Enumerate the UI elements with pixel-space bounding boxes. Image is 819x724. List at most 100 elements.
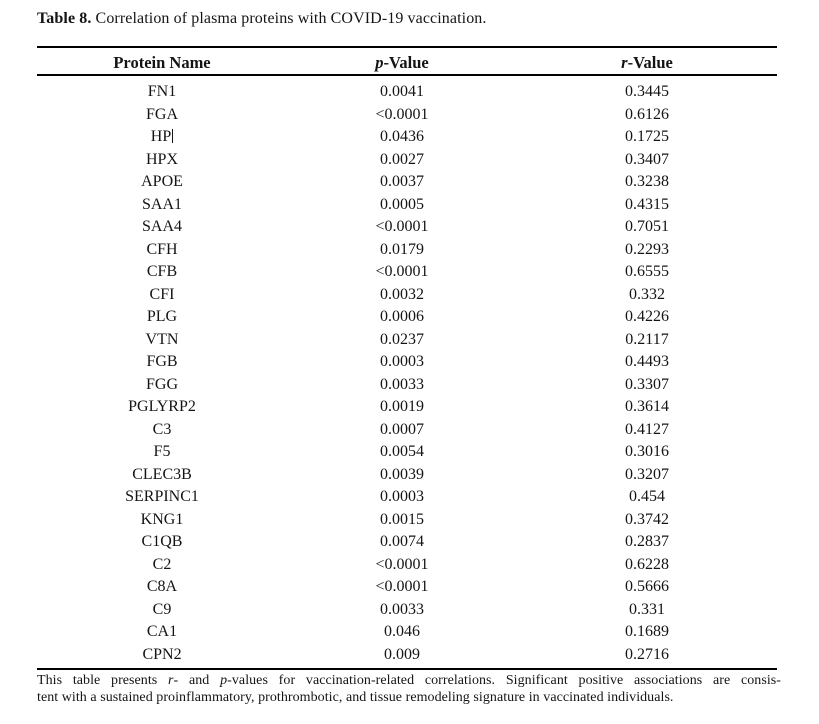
p-value-cell: 0.0039 (380, 465, 424, 483)
protein-name-cell: FGG (37, 374, 287, 397)
protein-name: PLG (146, 308, 178, 325)
p-value-cell: 0.0015 (380, 510, 424, 528)
p-value-cell: 0.0179 (380, 240, 424, 258)
r-value-cell: 0.2293 (625, 240, 669, 258)
r-value-cell: 0.3207 (625, 465, 669, 483)
protein-name-cell: C3 (37, 419, 287, 442)
protein-name: C1QB (141, 533, 183, 550)
protein-name: C3 (152, 420, 172, 438)
r-value-cell: 0.3407 (625, 150, 669, 168)
table-row: FN1 0.0041 0.3445 (37, 81, 777, 104)
footnote-line-2: tent with a sustained proinflammatory, p… (37, 689, 674, 705)
table-row: C8A <0.0001 0.5666 (37, 576, 777, 599)
table-row: SAA4 <0.0001 0.7051 (37, 216, 777, 239)
p-value-cell: 0.0003 (380, 353, 424, 370)
protein-name: F5 (153, 443, 171, 460)
protein-name-cell: CFI (37, 284, 287, 307)
r-value-cell: 0.3016 (625, 443, 669, 460)
protein-name-cell: CFB (37, 261, 287, 284)
p-value-cell: 0.0436 (380, 128, 424, 145)
r-value-cell: 0.6228 (625, 555, 669, 573)
table-row: APOE 0.0037 0.3238 (37, 171, 777, 194)
table-caption-label: Table 8. (37, 10, 92, 27)
table-row: CPN2 0.009 0.2716 (37, 644, 777, 667)
table-row: SAA1 0.0005 0.4315 (37, 194, 777, 217)
protein-name: CFH (146, 240, 178, 258)
table-header-row: Protein Name p-Value r-Value (37, 46, 777, 76)
protein-name: SERPINC1 (125, 488, 199, 505)
protein-name-cell: CLEC3B (37, 464, 287, 487)
p-value-cell: <0.0001 (375, 218, 429, 235)
table-row: FGA <0.0001 0.6126 (37, 104, 777, 127)
p-value-cell: <0.0001 (375, 578, 429, 595)
table-row: VTN 0.0237 0.2117 (37, 329, 777, 352)
p-value-cell: 0.0007 (380, 420, 424, 438)
p-value-cell: 0.0033 (380, 375, 424, 393)
r-value-cell: 0.2117 (625, 330, 669, 348)
p-value-cell: 0.0003 (380, 488, 424, 505)
r-value-cell: 0.5666 (625, 578, 669, 595)
table-row: C2 <0.0001 0.6228 (37, 554, 777, 577)
protein-name-cell: APOE (37, 171, 287, 194)
footnote-text: - and (173, 673, 221, 688)
column-header-protein-name: Protein Name (113, 53, 211, 72)
protein-name: C8A (146, 578, 178, 595)
protein-name-cell: C8A (37, 576, 287, 599)
r-value-cell: 0.2837 (625, 533, 669, 550)
protein-name-cell: SERPINC1 (37, 486, 287, 509)
r-value-cell: 0.3307 (625, 375, 669, 393)
r-value-cell: 0.332 (629, 285, 665, 303)
p-value-italic-prefix: p (375, 53, 384, 72)
protein-name: FGA (145, 105, 178, 123)
r-value-cell: 0.3614 (625, 398, 669, 415)
table-row: SERPINC1 0.0003 0.454 (37, 486, 777, 509)
protein-name-cell: FGA (37, 104, 287, 127)
p-value-cell: 0.0006 (380, 308, 424, 325)
protein-name-cell: SAA1 (37, 194, 287, 217)
protein-name-cell: CA1 (37, 621, 287, 644)
protein-name: PGLYRP2 (128, 398, 196, 415)
protein-name-cell: CFH (37, 239, 287, 262)
r-value-cell: 0.331 (629, 600, 665, 618)
r-value-cell: 0.6555 (625, 263, 669, 280)
r-value-cell: 0.4127 (625, 420, 669, 438)
table-row: C1QB 0.0074 0.2837 (37, 531, 777, 554)
protein-name: HP (150, 128, 172, 145)
r-value-cell: 0.3238 (625, 173, 669, 190)
table-row: HPX 0.0027 0.3407 (37, 149, 777, 172)
r-value-cell: 0.3445 (625, 83, 669, 100)
protein-name: CPN2 (142, 645, 182, 663)
protein-name-cell: CPN2 (37, 644, 287, 667)
r-value-italic-prefix: r (621, 53, 628, 72)
protein-name: CLEC3B (132, 465, 192, 483)
protein-name-cell: F5 (37, 441, 287, 464)
r-value-cell: 0.2716 (625, 645, 669, 663)
p-value-cell: <0.0001 (375, 263, 429, 280)
p-value-cell: 0.0027 (380, 150, 424, 168)
protein-name-cell: HPX (37, 149, 287, 172)
table-row: HP 0.0436 0.1725 (37, 126, 777, 149)
protein-name-cell: FGB (37, 351, 287, 374)
footnote-r-italic: r (168, 673, 174, 688)
table-row: CFB <0.0001 0.6555 (37, 261, 777, 284)
table-row: C9 0.0033 0.331 (37, 599, 777, 622)
table-row: FGG 0.0033 0.3307 (37, 374, 777, 397)
protein-name-cell: FN1 (37, 81, 287, 104)
table-row: PGLYRP2 0.0019 0.3614 (37, 396, 777, 419)
p-value-cell: 0.0019 (380, 398, 424, 415)
p-value-cell: 0.0074 (380, 533, 424, 550)
p-value-cell: 0.0041 (380, 83, 424, 100)
protein-name-cell: C9 (37, 599, 287, 622)
protein-name: APOE (141, 173, 183, 190)
p-value-cell: 0.0005 (380, 195, 424, 213)
r-value-cell: 0.7051 (625, 218, 669, 235)
protein-name: FN1 (147, 83, 177, 100)
table-row: C3 0.0007 0.4127 (37, 419, 777, 442)
protein-name: FGB (146, 353, 178, 370)
text-caret (172, 129, 174, 143)
footnote-text: This table presents (37, 673, 169, 688)
table-row: CLEC3B 0.0039 0.3207 (37, 464, 777, 487)
p-value-cell: 0.0054 (380, 443, 424, 460)
correlation-table: Protein Name p-Value r-Value FN1 0.0041 … (37, 46, 777, 670)
